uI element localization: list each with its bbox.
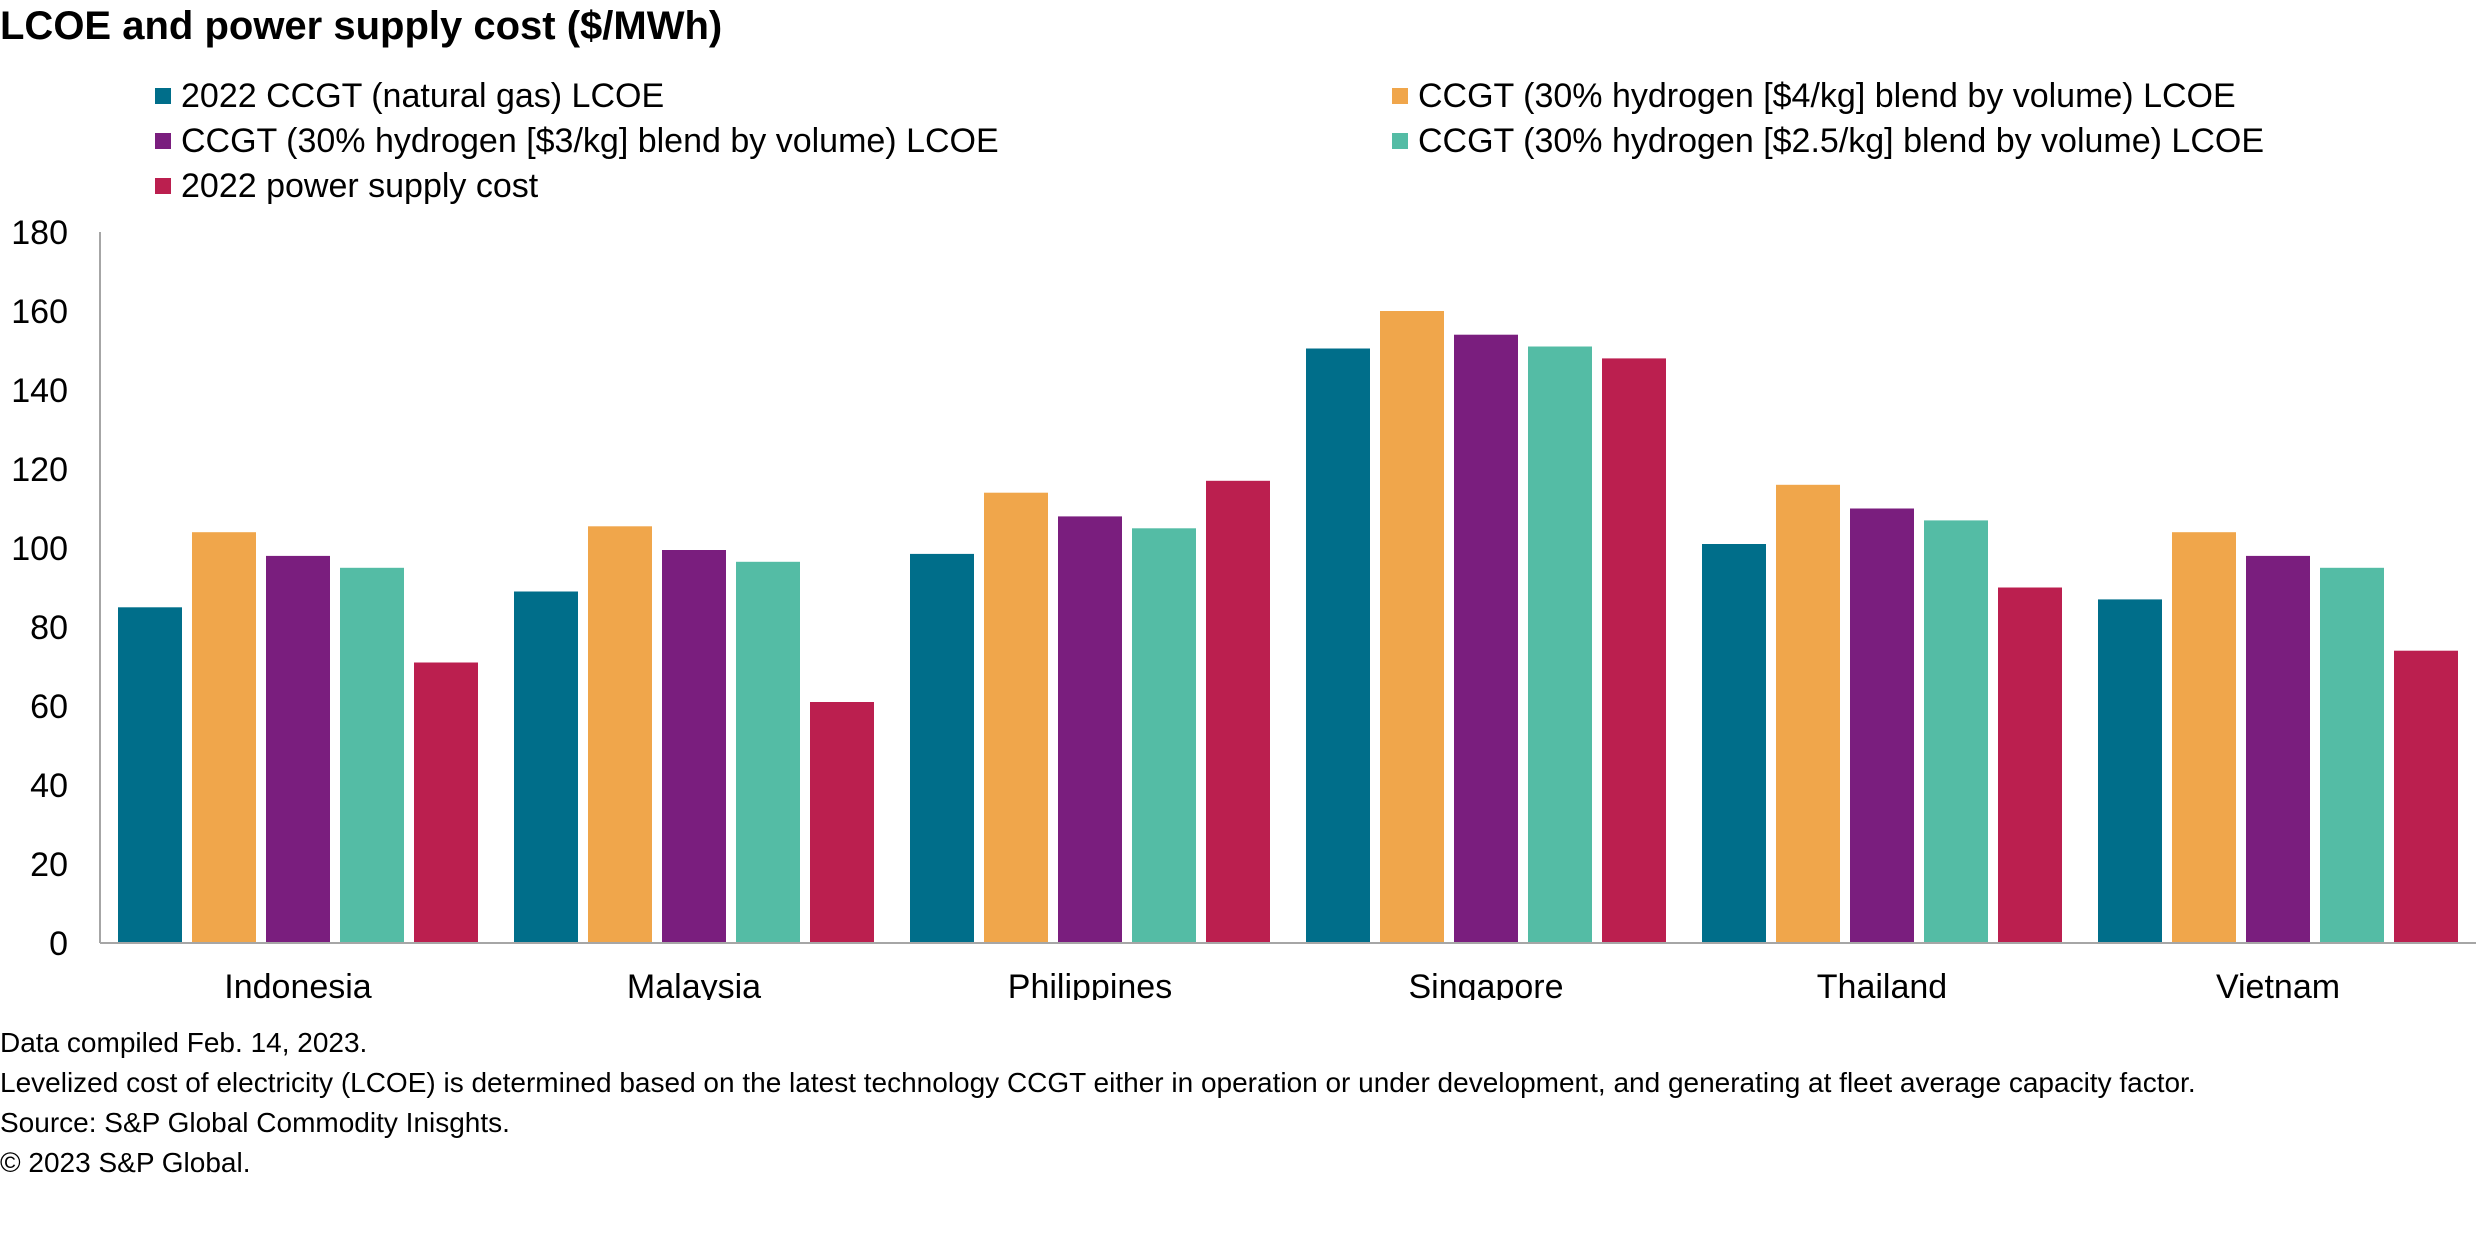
bar-vietnam-series-4 — [2394, 650, 2458, 943]
legend-swatch — [1392, 133, 1408, 149]
x-tick-label: Indonesia — [224, 968, 372, 1000]
x-tick-label: Philippines — [1008, 968, 1172, 1000]
x-tick-label: Thailand — [1817, 968, 1947, 1000]
bar-philippines-series-2 — [1058, 516, 1122, 943]
note-description: Levelized cost of electricity (LCOE) is … — [0, 1067, 2196, 1098]
bar-malaysia-series-1 — [588, 526, 652, 943]
bar-malaysia-series-2 — [662, 550, 726, 943]
bar-singapore-series-3 — [1528, 346, 1592, 943]
y-tick-label: 0 — [49, 925, 68, 963]
legend-label: CCGT (30% hydrogen [$2.5/kg] blend by vo… — [1418, 121, 2265, 160]
legend-label: 2022 CCGT (natural gas) LCOE — [181, 76, 665, 115]
y-tick-label: 80 — [30, 609, 68, 647]
chart-title: LCOE and power supply cost ($/MWh) — [0, 4, 723, 48]
bar-singapore-series-1 — [1380, 311, 1444, 943]
bar-vietnam-series-0 — [2098, 599, 2162, 943]
y-tick-label: 40 — [30, 767, 68, 805]
bar-vietnam-series-2 — [2246, 555, 2310, 943]
legend-item-ccgt-natural-gas: 2022 CCGT (natural gas) LCOE — [155, 74, 664, 118]
legend-label: CCGT (30% hydrogen [$3/kg] blend by volu… — [181, 121, 999, 160]
legend-swatch — [155, 178, 171, 194]
bar-malaysia-series-3 — [736, 561, 800, 943]
y-tick-label: 60 — [30, 688, 68, 726]
bar-chart: 0 20 40 60 80 100 120 140 160 180 Indonesia Malays… — [11, 214, 2476, 1000]
note-copyright: © 2023 S&P Global. — [0, 1147, 251, 1178]
y-axis: 0 20 40 60 80 100 120 140 160 180 — [11, 214, 68, 963]
bar-indonesia-series-4 — [414, 662, 478, 943]
legend-item-hydrogen-3: CCGT (30% hydrogen [$3/kg] blend by volu… — [155, 119, 999, 163]
x-tick-label: Vietnam — [2216, 968, 2340, 1000]
bar-indonesia-series-0 — [118, 607, 182, 944]
bar-indonesia-series-3 — [340, 567, 404, 944]
legend-item-hydrogen-4: CCGT (30% hydrogen [$4/kg] blend by volu… — [1392, 74, 2236, 118]
footnotes: Data compiled Feb. 14, 2023. Levelized c… — [0, 1026, 2440, 1186]
bars — [118, 311, 2458, 944]
bar-thailand-series-1 — [1776, 484, 1840, 943]
legend-label: CCGT (30% hydrogen [$4/kg] blend by volu… — [1418, 76, 2236, 115]
bar-vietnam-series-3 — [2320, 567, 2384, 944]
bar-malaysia-series-0 — [514, 591, 578, 943]
bar-indonesia-series-2 — [266, 555, 330, 943]
bar-indonesia-series-1 — [192, 532, 256, 943]
y-tick-label: 160 — [11, 293, 68, 331]
bar-thailand-series-0 — [1702, 544, 1766, 943]
legend-item-power-supply-cost: 2022 power supply cost — [155, 164, 538, 208]
x-axis: Indonesia Malaysia Philippines Singapore Tha… — [224, 968, 2340, 1000]
y-tick-label: 140 — [11, 372, 68, 410]
legend-swatch — [155, 88, 171, 104]
bar-thailand-series-3 — [1924, 520, 1988, 943]
bar-thailand-series-2 — [1850, 508, 1914, 943]
legend-swatch — [1392, 88, 1408, 104]
bar-vietnam-series-1 — [2172, 532, 2236, 943]
legend-label: 2022 power supply cost — [181, 166, 539, 205]
bar-singapore-series-4 — [1602, 358, 1666, 943]
x-tick-label: Singapore — [1408, 968, 1563, 1000]
legend: 2022 CCGT (natural gas) LCOE CCGT (30% h… — [155, 74, 2455, 214]
legend-item-hydrogen-2-5: CCGT (30% hydrogen [$2.5/kg] blend by vo… — [1392, 119, 2264, 163]
bar-philippines-series-3 — [1132, 528, 1196, 944]
legend-swatch — [155, 133, 171, 149]
y-tick-label: 120 — [11, 451, 68, 489]
bar-singapore-series-0 — [1306, 348, 1370, 943]
bar-philippines-series-1 — [984, 492, 1048, 943]
y-tick-label: 180 — [11, 214, 68, 252]
bar-philippines-series-0 — [910, 553, 974, 943]
y-tick-label: 100 — [11, 530, 68, 568]
note-compiled: Data compiled Feb. 14, 2023. — [0, 1027, 368, 1058]
y-tick-label: 20 — [30, 846, 68, 884]
bar-philippines-series-4 — [1206, 480, 1270, 943]
note-source: Source: S&P Global Commodity Inisghts. — [0, 1107, 510, 1138]
bar-thailand-series-4 — [1998, 587, 2062, 943]
bar-malaysia-series-4 — [810, 702, 874, 943]
bar-singapore-series-2 — [1454, 334, 1518, 943]
x-tick-label: Malaysia — [627, 968, 761, 1000]
